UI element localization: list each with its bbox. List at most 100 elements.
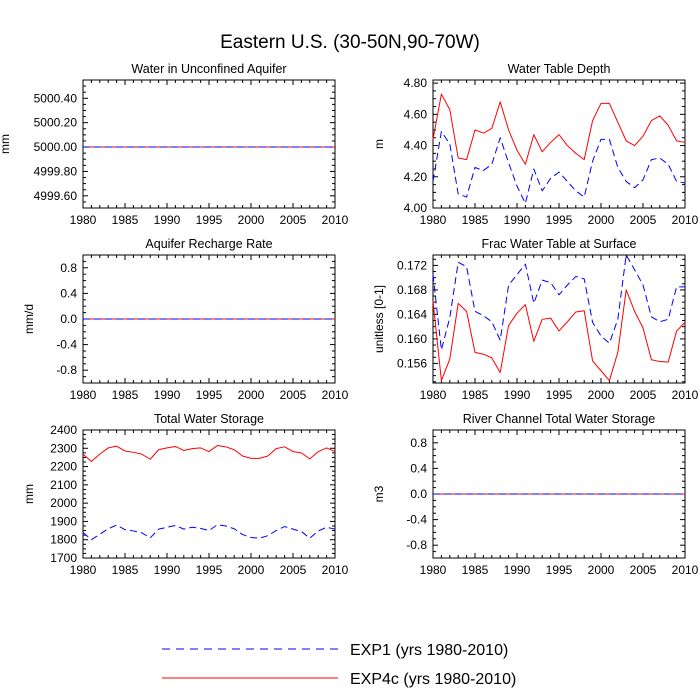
x-tick-label: 2005 — [630, 213, 657, 227]
x-tick-label: 1985 — [462, 563, 489, 577]
x-tick-label: 2010 — [672, 388, 699, 402]
y-tick-label: 1900 — [50, 514, 77, 528]
y-tick-label: 4999.80 — [34, 164, 78, 178]
chart-title: Water Table Depth — [508, 62, 611, 76]
x-tick-label: 2010 — [322, 563, 349, 577]
chart-panel-2: Water Table Depth 1980 1985 1990 1995 2000 200… — [372, 62, 699, 227]
x-tick-label: 2000 — [588, 563, 615, 577]
x-tick-label: 1990 — [504, 388, 531, 402]
chart-panel-4: Frac Water Table at Surface 1980 1985 1990 1… — [372, 237, 699, 402]
x-tick-label: 2010 — [672, 213, 699, 227]
x-tick-label: 1995 — [196, 388, 223, 402]
x-tick-label: 1995 — [196, 563, 223, 577]
x-tick-label: 1980 — [70, 563, 97, 577]
chart-title: Aquifer Recharge Rate — [145, 237, 272, 251]
x-tick-label: 2005 — [630, 388, 657, 402]
y-axis-label: m — [372, 139, 386, 149]
x-tick-label: 2000 — [238, 563, 265, 577]
y-tick-label: 0.168 — [397, 283, 427, 297]
series-line-exp1 — [82, 524, 336, 541]
y-tick-label: 5000.00 — [34, 140, 78, 154]
plot-frame — [82, 79, 336, 209]
y-tick-label: 2000 — [50, 496, 77, 510]
y-axis-label: m3 — [372, 485, 386, 502]
y-tick-label: 0.0 — [60, 312, 77, 326]
x-tick-label: 2000 — [588, 388, 615, 402]
y-tick-label: 0.160 — [397, 332, 427, 346]
x-tick-label: 1980 — [420, 563, 447, 577]
chart-title: Water in Unconfined Aquifer — [131, 62, 286, 76]
y-tick-label: 0.8 — [410, 436, 427, 450]
y-tick-label: 0.4 — [60, 286, 77, 300]
chart-panel-5: Total Water Storage 1980 1985 1990 1995 2000 2… — [22, 412, 349, 577]
x-tick-label: 1980 — [70, 388, 97, 402]
x-tick-label: 1995 — [546, 563, 573, 577]
y-tick-label: 4.40 — [404, 139, 428, 153]
chart-panel-3: Aquifer Recharge Rate 1980 1985 1990 1995 200… — [22, 237, 349, 402]
series-line-exp1 — [432, 254, 685, 351]
y-tick-label: 1700 — [50, 551, 77, 565]
x-tick-label: 2000 — [588, 213, 615, 227]
y-axis-label: mm — [0, 134, 12, 154]
x-tick-label: 1990 — [154, 388, 181, 402]
y-tick-label: 5000.20 — [34, 116, 78, 130]
y-tick-label: 2100 — [50, 478, 77, 492]
plot-frame — [82, 429, 336, 559]
y-axis-label: mm/d — [22, 304, 36, 334]
x-tick-label: 1995 — [546, 213, 573, 227]
y-tick-label: 4.20 — [404, 170, 428, 184]
x-tick-label: 1980 — [70, 213, 97, 227]
y-tick-label: 1800 — [50, 533, 77, 547]
x-tick-label: 1980 — [420, 388, 447, 402]
y-tick-label: 4.60 — [404, 107, 428, 121]
x-tick-label: 1995 — [546, 388, 573, 402]
x-tick-label: 1985 — [462, 213, 489, 227]
chart-panel-1: Water in Unconfined Aquifer 1980 1985 1990 1… — [0, 62, 349, 227]
y-tick-label: 5000.40 — [34, 91, 78, 105]
y-tick-label: 0.4 — [410, 461, 427, 475]
x-tick-label: 2005 — [280, 213, 307, 227]
legend: EXP1 (yrs 1980-2010) EXP4c (yrs 1980-2010… — [162, 642, 516, 688]
series-line-exp4c — [82, 445, 336, 462]
x-tick-label: 1985 — [112, 563, 139, 577]
y-tick-label: 0.8 — [60, 261, 77, 275]
x-tick-label: 1990 — [504, 213, 531, 227]
legend-label-2: EXP4c (yrs 1980-2010) — [350, 671, 516, 688]
y-tick-label: 4999.60 — [34, 189, 78, 203]
y-tick-label: 0.172 — [397, 258, 427, 272]
y-axis-label: unitless [0-1] — [372, 285, 386, 353]
y-tick-label: 2200 — [50, 460, 77, 474]
plot-frame — [432, 254, 686, 384]
x-tick-label: 1985 — [112, 388, 139, 402]
x-tick-label: 1990 — [154, 213, 181, 227]
x-tick-label: 1990 — [504, 563, 531, 577]
x-tick-label: 1980 — [420, 213, 447, 227]
x-tick-label: 2005 — [630, 563, 657, 577]
y-tick-label: 2400 — [50, 423, 77, 437]
series-line-exp4c — [432, 93, 686, 165]
y-tick-label: 0.0 — [410, 487, 427, 501]
series-line-exp1 — [432, 131, 686, 204]
x-tick-label: 2005 — [280, 563, 307, 577]
x-tick-label: 2000 — [238, 213, 265, 227]
y-tick-label: 4.80 — [404, 76, 428, 90]
chart-title: River Channel Total Water Storage — [463, 412, 656, 426]
x-tick-label: 2005 — [280, 388, 307, 402]
chart-title: Frac Water Table at Surface — [482, 237, 637, 251]
x-tick-label: 2010 — [672, 563, 699, 577]
figure-title: Eastern U.S. (30-50N,90-70W) — [220, 32, 480, 53]
chart-panel-6: River Channel Total Water Storage 1980 198… — [372, 412, 699, 577]
y-tick-label: -0.8 — [406, 538, 427, 552]
legend-label-1: EXP1 (yrs 1980-2010) — [350, 642, 508, 659]
y-tick-label: 4.00 — [404, 201, 428, 215]
x-tick-label: 2010 — [322, 388, 349, 402]
y-tick-label: 0.156 — [397, 356, 427, 370]
x-tick-label: 2010 — [322, 213, 349, 227]
x-tick-label: 1995 — [196, 213, 223, 227]
series-line-exp4c — [432, 289, 686, 382]
y-tick-label: -0.4 — [406, 513, 427, 527]
y-tick-label: -0.8 — [56, 363, 77, 377]
y-tick-label: 2300 — [50, 441, 77, 455]
x-tick-label: 1985 — [112, 213, 139, 227]
